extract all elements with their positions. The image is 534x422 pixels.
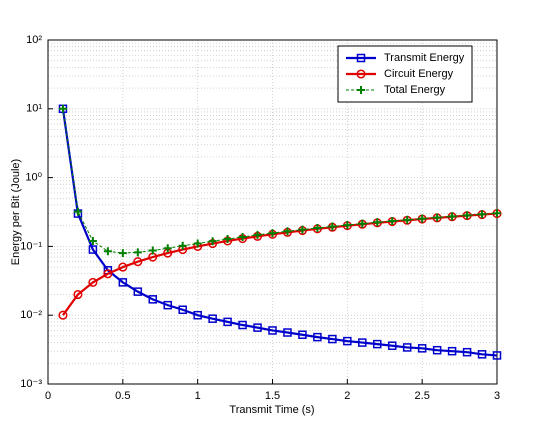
marker [118,249,127,258]
y-axis-label: Energy per Bit (Joule) [10,159,22,265]
marker [268,229,277,238]
legend: Transmit Energy Circuit Energy Total Energ… [337,45,473,103]
marker [193,310,202,320]
marker [418,214,427,223]
marker [298,330,307,339]
marker [253,323,262,332]
marker [387,341,397,350]
x-tick-label: 3 [494,390,500,402]
marker [433,213,442,222]
marker [253,230,262,239]
marker [178,241,187,250]
marker [356,53,366,63]
marker [223,317,232,327]
marker [358,219,367,228]
y-tick-label: 10⁻² [20,309,42,321]
marker [358,338,367,347]
marker [268,326,277,335]
y-tick-label: 10⁻¹ [20,240,42,252]
marker [58,310,68,320]
marker [238,320,247,330]
x-tick-label: 2.5 [415,390,430,402]
marker [463,211,472,220]
series-line [61,108,498,357]
x-tick-label: 0.5 [115,390,130,402]
marker [193,239,202,248]
y-tick-label: 10¹ [26,103,42,115]
marker [73,289,83,300]
marker [148,246,157,255]
marker [238,232,247,241]
marker [283,227,292,236]
marker [447,346,457,356]
marker [208,314,217,323]
marker [298,225,307,234]
marker [283,328,292,337]
marker [462,347,472,357]
marker [373,339,382,349]
marker [403,215,412,224]
marker [328,334,337,344]
marker [133,248,142,257]
marker [58,104,67,113]
marker [357,86,365,94]
marker [313,332,322,342]
marker [118,278,128,287]
y-tick-label: 10⁻³ [20,378,42,390]
marker [477,350,487,359]
y-tick-label: 10² [26,34,42,46]
marker [493,209,501,218]
marker [313,224,322,233]
marker [88,236,97,245]
marker [478,210,487,219]
marker [178,305,187,315]
marker [133,287,143,296]
marker [448,212,457,221]
marker [343,336,352,346]
marker [356,69,366,79]
marker [103,269,113,279]
marker [133,257,143,267]
x-tick-label: 1 [195,390,201,402]
marker [328,222,337,231]
marker [163,244,172,253]
marker [163,300,172,310]
marker [148,295,158,304]
x-axis-label: Transmit Time (s) [229,404,314,416]
marker [373,218,382,227]
marker [103,247,112,256]
marker [402,343,412,352]
legend-label: Circuit Energy [384,68,454,80]
x-tick-label: 1.5 [265,390,280,402]
y-tick-label: 10⁰ [25,172,42,184]
marker [388,216,397,225]
marker [73,207,82,216]
marker [432,345,442,355]
marker [118,262,128,272]
marker [208,237,217,246]
marker [223,235,232,244]
marker [88,277,98,287]
x-tick-label: 0 [45,390,51,402]
legend-label: Total Energy [384,84,446,96]
marker [88,245,98,254]
marker [343,221,352,230]
legend-label: Transmit Energy [384,52,465,64]
marker [417,344,427,353]
marker [492,351,502,360]
x-tick-label: 2 [344,390,350,402]
